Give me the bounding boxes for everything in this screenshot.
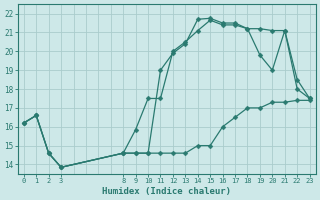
X-axis label: Humidex (Indice chaleur): Humidex (Indice chaleur) <box>102 187 231 196</box>
